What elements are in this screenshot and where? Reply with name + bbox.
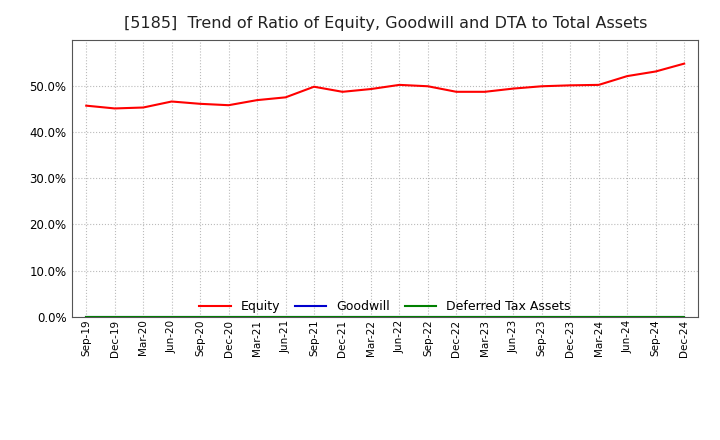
Deferred Tax Assets xyxy=(595,314,603,319)
Equity xyxy=(423,84,432,89)
Deferred Tax Assets xyxy=(82,314,91,319)
Goodwill xyxy=(225,314,233,319)
Equity xyxy=(452,89,461,95)
Deferred Tax Assets xyxy=(253,314,261,319)
Line: Equity: Equity xyxy=(86,64,684,108)
Equity xyxy=(537,84,546,89)
Deferred Tax Assets xyxy=(110,314,119,319)
Goodwill xyxy=(110,314,119,319)
Equity xyxy=(509,86,518,91)
Deferred Tax Assets xyxy=(509,314,518,319)
Deferred Tax Assets xyxy=(282,314,290,319)
Equity xyxy=(196,101,204,106)
Goodwill xyxy=(452,314,461,319)
Equity xyxy=(395,82,404,88)
Goodwill xyxy=(282,314,290,319)
Goodwill xyxy=(366,314,375,319)
Title: [5185]  Trend of Ratio of Equity, Goodwill and DTA to Total Assets: [5185] Trend of Ratio of Equity, Goodwil… xyxy=(124,16,647,32)
Goodwill xyxy=(595,314,603,319)
Equity xyxy=(680,61,688,66)
Equity xyxy=(282,95,290,100)
Deferred Tax Assets xyxy=(395,314,404,319)
Goodwill xyxy=(623,314,631,319)
Deferred Tax Assets xyxy=(480,314,489,319)
Deferred Tax Assets xyxy=(196,314,204,319)
Goodwill xyxy=(395,314,404,319)
Equity xyxy=(366,86,375,92)
Deferred Tax Assets xyxy=(652,314,660,319)
Goodwill xyxy=(310,314,318,319)
Deferred Tax Assets xyxy=(338,314,347,319)
Equity xyxy=(167,99,176,104)
Equity xyxy=(566,83,575,88)
Deferred Tax Assets xyxy=(566,314,575,319)
Equity xyxy=(110,106,119,111)
Goodwill xyxy=(253,314,261,319)
Goodwill xyxy=(82,314,91,319)
Goodwill xyxy=(338,314,347,319)
Goodwill xyxy=(537,314,546,319)
Deferred Tax Assets xyxy=(623,314,631,319)
Goodwill xyxy=(139,314,148,319)
Goodwill xyxy=(167,314,176,319)
Equity xyxy=(652,69,660,74)
Deferred Tax Assets xyxy=(680,314,688,319)
Goodwill xyxy=(423,314,432,319)
Goodwill xyxy=(509,314,518,319)
Equity xyxy=(338,89,347,95)
Goodwill xyxy=(680,314,688,319)
Equity xyxy=(225,103,233,108)
Equity xyxy=(595,82,603,88)
Goodwill xyxy=(566,314,575,319)
Equity xyxy=(623,73,631,79)
Deferred Tax Assets xyxy=(366,314,375,319)
Deferred Tax Assets xyxy=(452,314,461,319)
Deferred Tax Assets xyxy=(139,314,148,319)
Equity xyxy=(253,98,261,103)
Equity xyxy=(310,84,318,89)
Legend: Equity, Goodwill, Deferred Tax Assets: Equity, Goodwill, Deferred Tax Assets xyxy=(199,301,571,313)
Deferred Tax Assets xyxy=(537,314,546,319)
Deferred Tax Assets xyxy=(225,314,233,319)
Goodwill xyxy=(480,314,489,319)
Goodwill xyxy=(196,314,204,319)
Equity xyxy=(82,103,91,108)
Equity xyxy=(139,105,148,110)
Equity xyxy=(480,89,489,95)
Goodwill xyxy=(652,314,660,319)
Deferred Tax Assets xyxy=(423,314,432,319)
Deferred Tax Assets xyxy=(310,314,318,319)
Deferred Tax Assets xyxy=(167,314,176,319)
